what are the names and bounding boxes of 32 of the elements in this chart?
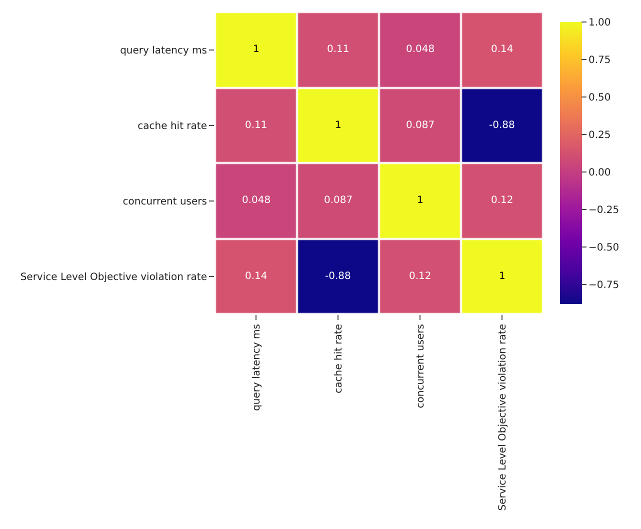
data-label: -0.88 [489, 120, 515, 131]
color-bar-label: −0.25 [588, 205, 620, 216]
color-bar-label: 0.50 [588, 92, 611, 104]
color-bar-label: 0.25 [588, 130, 611, 141]
data-label: 0.11 [327, 44, 350, 55]
data-label: 0.087 [324, 195, 353, 206]
color-bar-label: −0.75 [588, 280, 620, 291]
data-label: -0.88 [325, 271, 351, 282]
color-bar-label: 1.00 [588, 18, 611, 28]
data-label: 1 [253, 44, 260, 55]
data-label: 0.087 [406, 120, 435, 131]
color-bar-label: 0.75 [588, 55, 611, 66]
data-label: 0.11 [245, 120, 268, 131]
data-label: 0.048 [406, 44, 435, 55]
data-label: 0.14 [245, 271, 268, 282]
x-tick-label: query latency ms [251, 324, 262, 411]
y-tick-label: query latency ms [120, 45, 207, 56]
data-label: 0.14 [491, 44, 514, 55]
y-tick-label: concurrent users [122, 196, 207, 208]
y-tick-label: Service Level Objective violation rate [20, 272, 207, 283]
x-tick-label: cache hit rate [333, 324, 344, 394]
x-tick-label: concurrent users [415, 324, 426, 408]
color-bar-label: 0.00 [588, 168, 611, 178]
y-tick-label: cache hit rate [138, 120, 207, 132]
data-label: 1 [499, 271, 506, 282]
color-bar-label: −0.50 [588, 242, 620, 254]
data-label: 0.048 [242, 195, 271, 206]
data-label: 1 [417, 195, 424, 206]
data-label: 0.12 [491, 195, 514, 206]
data-label: 1 [335, 120, 342, 131]
data-label: 0.12 [409, 271, 432, 282]
x-tick-label: Service Level Objective violation rate [497, 324, 508, 511]
